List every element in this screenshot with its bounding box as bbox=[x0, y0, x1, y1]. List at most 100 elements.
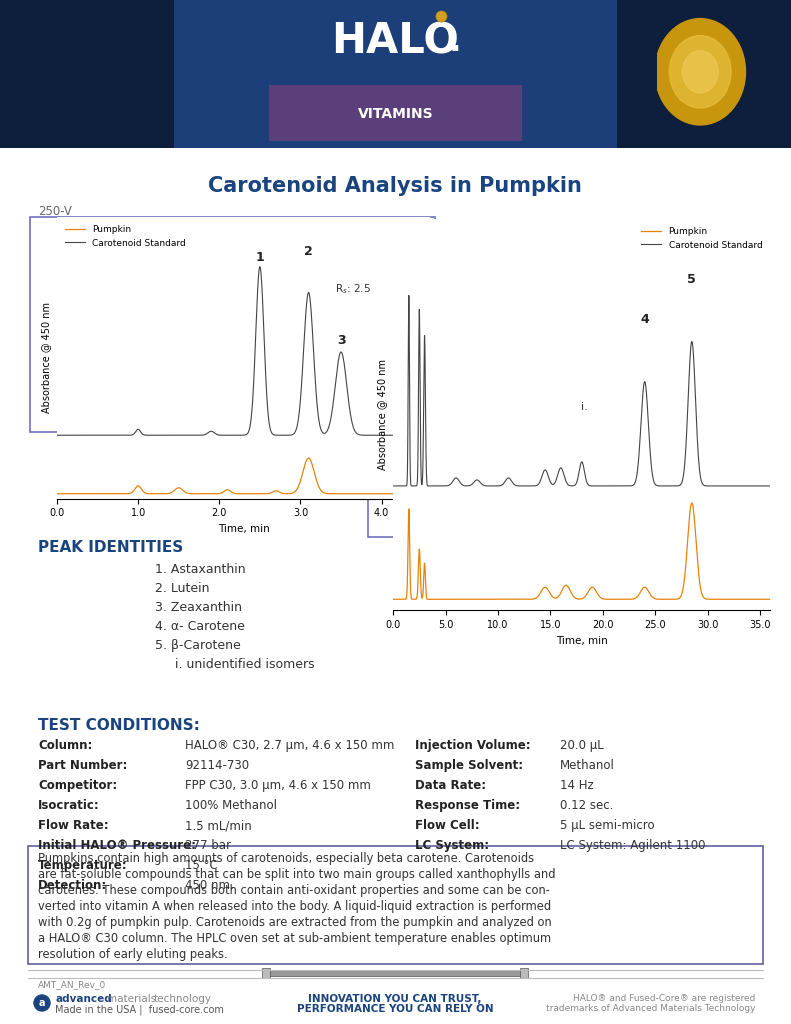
Text: 5. β-Carotene: 5. β-Carotene bbox=[155, 639, 240, 652]
Pumpkin bbox=[211, 487, 221, 500]
Carotenoid Standard bbox=[52, 429, 62, 441]
Bar bbox=[617, 0, 791, 148]
Text: Sample Solvent:: Sample Solvent: bbox=[415, 760, 523, 772]
Y-axis label: Absorbance @ 450 nm: Absorbance @ 450 nm bbox=[41, 302, 51, 414]
Y-axis label: Absorbance @ 450 nm: Absorbance @ 450 nm bbox=[377, 359, 388, 470]
Text: 277 bar: 277 bar bbox=[185, 840, 231, 852]
Text: HALO® C30, 2.7 μm, 4.6 x 150 mm: HALO® C30, 2.7 μm, 4.6 x 150 mm bbox=[185, 739, 395, 753]
Text: PEAK IDENTITIES: PEAK IDENTITIES bbox=[38, 541, 184, 555]
Text: trademarks of Advanced Materials Technology: trademarks of Advanced Materials Technol… bbox=[546, 1005, 755, 1014]
Carotenoid Standard bbox=[532, 479, 542, 492]
Text: 3. Zeaxanthin: 3. Zeaxanthin bbox=[155, 601, 242, 614]
Text: HALO: HALO bbox=[331, 20, 460, 62]
Text: Detection:: Detection: bbox=[38, 880, 108, 893]
Pumpkin bbox=[634, 589, 643, 601]
Text: with 0.2g of pumpkin pulp. Carotenoids are extracted from the pumpkin and analyz: with 0.2g of pumpkin pulp. Carotenoids a… bbox=[38, 916, 552, 930]
X-axis label: Time, min: Time, min bbox=[218, 524, 270, 534]
Pumpkin bbox=[426, 487, 435, 500]
Pumpkin bbox=[532, 591, 542, 603]
Text: LC System: Agilent 1100: LC System: Agilent 1100 bbox=[560, 840, 706, 852]
Text: Column:: Column: bbox=[38, 739, 93, 753]
Legend: Pumpkin, Carotenoid Standard: Pumpkin, Carotenoid Standard bbox=[62, 221, 190, 251]
Carotenoid Standard bbox=[378, 429, 388, 441]
Line: Pumpkin: Pumpkin bbox=[393, 503, 770, 599]
Carotenoid Standard bbox=[670, 480, 679, 493]
Carotenoid Standard bbox=[388, 480, 398, 493]
Line: Carotenoid Standard: Carotenoid Standard bbox=[393, 296, 770, 486]
Text: carotenes. These compounds both contain anti-oxidant properties and some can be : carotenes. These compounds both contain … bbox=[38, 885, 550, 897]
Text: advanced: advanced bbox=[55, 994, 112, 1004]
Pumpkin bbox=[304, 452, 313, 464]
Text: 20.0 μL: 20.0 μL bbox=[560, 739, 604, 753]
Text: Methanol: Methanol bbox=[560, 760, 615, 772]
Text: Pumpkins contain high amounts of carotenoids, especially beta carotene. Caroteno: Pumpkins contain high amounts of caroten… bbox=[38, 852, 534, 865]
Text: Part Number:: Part Number: bbox=[38, 760, 127, 772]
Bar bbox=[269, 85, 522, 141]
Circle shape bbox=[34, 995, 50, 1011]
Bar bbox=[270, 970, 520, 976]
Bar bbox=[28, 846, 763, 964]
Circle shape bbox=[669, 36, 731, 109]
Pumpkin bbox=[615, 593, 624, 605]
Text: 5 μL semi-micro: 5 μL semi-micro bbox=[560, 819, 655, 833]
Line: Carotenoid Standard: Carotenoid Standard bbox=[57, 266, 430, 435]
X-axis label: Time, min: Time, min bbox=[556, 636, 607, 645]
Text: 2. Lutein: 2. Lutein bbox=[155, 583, 210, 595]
Legend: Pumpkin, Carotenoid Standard: Pumpkin, Carotenoid Standard bbox=[638, 223, 766, 253]
Pumpkin bbox=[95, 487, 104, 500]
Bar bbox=[0, 0, 174, 148]
Text: Flow Cell:: Flow Cell: bbox=[415, 819, 479, 833]
Bar bbox=[30, 216, 435, 432]
Pumpkin bbox=[195, 487, 205, 500]
Text: Carotenoid Analysis in Pumpkin: Carotenoid Analysis in Pumpkin bbox=[208, 175, 582, 196]
Carotenoid Standard bbox=[634, 454, 643, 466]
Text: Flow Rate:: Flow Rate: bbox=[38, 819, 108, 833]
Text: 0.12 sec.: 0.12 sec. bbox=[560, 800, 613, 812]
Text: 250-V: 250-V bbox=[38, 205, 72, 218]
Pumpkin bbox=[52, 487, 62, 500]
Text: materials: materials bbox=[107, 994, 157, 1004]
Pumpkin bbox=[670, 593, 679, 605]
Pumpkin bbox=[388, 593, 398, 605]
Carotenoid Standard bbox=[457, 478, 467, 490]
Pumpkin bbox=[698, 591, 708, 603]
Carotenoid Standard bbox=[95, 429, 104, 441]
Pumpkin bbox=[418, 487, 428, 500]
Pumpkin bbox=[117, 487, 127, 500]
Text: 92114-730: 92114-730 bbox=[185, 760, 249, 772]
Text: 1.5 mL/min: 1.5 mL/min bbox=[185, 819, 252, 833]
Carotenoid Standard bbox=[426, 429, 435, 441]
Carotenoid Standard bbox=[211, 428, 221, 440]
Text: Injection Volume:: Injection Volume: bbox=[415, 739, 531, 753]
Carotenoid Standard bbox=[117, 429, 127, 441]
Text: resolution of early eluting peaks.: resolution of early eluting peaks. bbox=[38, 948, 228, 962]
Circle shape bbox=[682, 50, 718, 93]
Text: 450 nm,: 450 nm, bbox=[185, 880, 234, 893]
Carotenoid Standard bbox=[418, 429, 428, 441]
Pumpkin bbox=[457, 593, 467, 605]
Text: TEST CONDITIONS:: TEST CONDITIONS: bbox=[38, 718, 200, 733]
Text: FPP C30, 3.0 μm, 4.6 x 150 mm: FPP C30, 3.0 μm, 4.6 x 150 mm bbox=[185, 779, 371, 793]
Carotenoid Standard bbox=[698, 479, 708, 492]
Text: 2: 2 bbox=[305, 245, 313, 258]
Text: R$_s$: 2.5: R$_s$: 2.5 bbox=[335, 283, 370, 296]
Text: INNOVATION YOU CAN TRUST,: INNOVATION YOU CAN TRUST, bbox=[308, 994, 482, 1004]
Text: 3: 3 bbox=[337, 334, 346, 347]
Text: are fat-soluble compounds that can be split into two main groups called xanthoph: are fat-soluble compounds that can be sp… bbox=[38, 868, 555, 882]
Text: 14 Hz: 14 Hz bbox=[560, 779, 594, 793]
Text: a: a bbox=[39, 998, 45, 1008]
Carotenoid Standard bbox=[255, 260, 265, 272]
Text: 1. Astaxanthin: 1. Astaxanthin bbox=[155, 563, 246, 577]
Text: i. unidentified isomers: i. unidentified isomers bbox=[175, 658, 315, 672]
Bar bbox=[262, 968, 270, 978]
Bar bbox=[368, 221, 763, 537]
Text: 15 °C: 15 °C bbox=[185, 859, 218, 872]
Text: PERFORMANCE YOU CAN RELY ON: PERFORMANCE YOU CAN RELY ON bbox=[297, 1004, 494, 1014]
Text: Response Time:: Response Time: bbox=[415, 800, 520, 812]
Text: .: . bbox=[448, 25, 461, 58]
Text: Isocratic:: Isocratic: bbox=[38, 800, 100, 812]
Pumpkin bbox=[766, 593, 775, 605]
Line: Pumpkin: Pumpkin bbox=[57, 458, 430, 494]
Carotenoid Standard bbox=[766, 480, 775, 493]
Text: LC System:: LC System: bbox=[415, 840, 489, 852]
